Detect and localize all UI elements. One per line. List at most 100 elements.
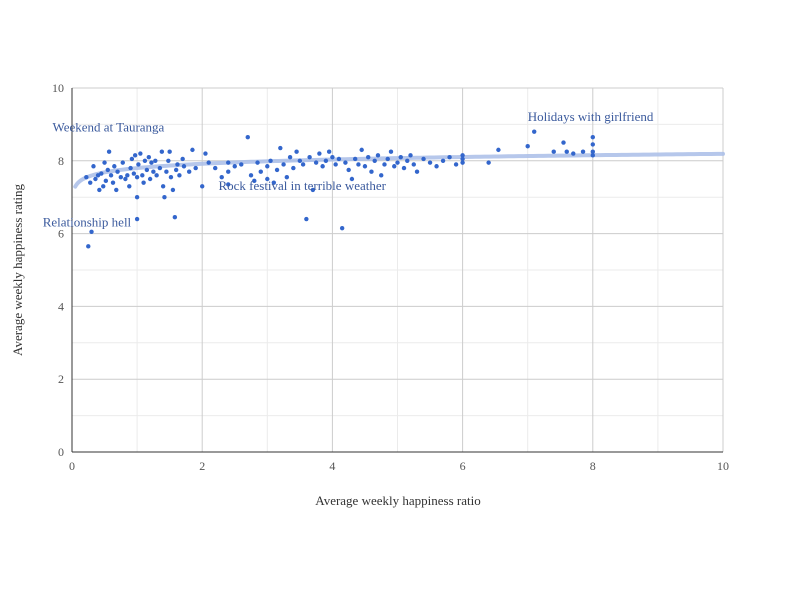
data-point bbox=[118, 174, 124, 180]
y-tick-label: 0 bbox=[58, 445, 64, 459]
data-point bbox=[265, 176, 270, 182]
data-point bbox=[166, 158, 171, 163]
data-point bbox=[362, 164, 368, 169]
data-point bbox=[375, 153, 381, 158]
annotation-label: Relationship hell bbox=[43, 214, 132, 229]
y-tick-label: 10 bbox=[52, 81, 64, 95]
data-point bbox=[138, 151, 143, 156]
data-point bbox=[434, 164, 439, 169]
data-point bbox=[411, 162, 416, 167]
data-point bbox=[206, 160, 211, 165]
data-point bbox=[525, 144, 530, 149]
data-point bbox=[88, 180, 93, 185]
data-point bbox=[134, 216, 140, 222]
data-point bbox=[147, 176, 153, 182]
data-point bbox=[123, 176, 128, 182]
data-point bbox=[125, 173, 130, 178]
data-point bbox=[245, 134, 250, 140]
data-point bbox=[190, 147, 195, 153]
data-point bbox=[91, 164, 96, 169]
data-point bbox=[447, 154, 452, 160]
data-point bbox=[460, 160, 465, 165]
data-point bbox=[177, 173, 182, 178]
x-tick-label: 2 bbox=[199, 459, 205, 473]
data-point bbox=[320, 164, 325, 169]
data-point bbox=[460, 153, 465, 158]
y-tick-label: 6 bbox=[58, 227, 64, 241]
data-point bbox=[164, 169, 169, 174]
data-point bbox=[159, 149, 165, 154]
data-point bbox=[453, 162, 459, 167]
data-point bbox=[115, 169, 120, 174]
data-point bbox=[203, 151, 208, 156]
data-point bbox=[395, 160, 400, 165]
data-point bbox=[200, 184, 205, 189]
data-point bbox=[486, 160, 491, 165]
data-point bbox=[326, 149, 332, 154]
data-point bbox=[369, 169, 374, 174]
data-points bbox=[84, 129, 595, 249]
data-point bbox=[274, 167, 280, 173]
data-point bbox=[93, 176, 98, 182]
data-point bbox=[97, 187, 102, 193]
data-point bbox=[304, 216, 309, 222]
data-point bbox=[89, 229, 94, 234]
data-point bbox=[392, 164, 397, 169]
data-point bbox=[172, 215, 178, 220]
data-point bbox=[590, 142, 595, 147]
data-point bbox=[167, 149, 172, 154]
x-tick-label: 10 bbox=[717, 459, 729, 473]
annotation-label: Rock festival in terrible weather bbox=[218, 178, 386, 193]
data-point bbox=[180, 156, 185, 162]
data-point bbox=[258, 169, 263, 174]
x-tick-label: 4 bbox=[329, 459, 335, 473]
data-point bbox=[95, 173, 101, 178]
data-point bbox=[564, 149, 569, 154]
data-point bbox=[379, 173, 384, 178]
annotation-label: Holidays with girlfriend bbox=[528, 109, 654, 124]
data-point bbox=[372, 158, 377, 163]
data-point bbox=[382, 162, 387, 167]
data-point bbox=[232, 164, 237, 169]
data-point bbox=[102, 160, 107, 165]
data-point bbox=[278, 145, 283, 151]
data-point bbox=[317, 151, 322, 156]
data-point bbox=[99, 171, 104, 176]
data-point bbox=[300, 162, 306, 167]
data-point bbox=[294, 149, 299, 154]
data-point bbox=[134, 174, 140, 180]
data-point bbox=[414, 169, 420, 174]
data-point bbox=[366, 154, 371, 160]
data-point bbox=[408, 153, 413, 158]
data-point bbox=[255, 160, 260, 165]
data-point bbox=[132, 153, 138, 158]
x-tick-label: 8 bbox=[590, 459, 596, 473]
data-point bbox=[170, 187, 176, 193]
annotations: Weekend at Tauranga Relationship hell Rock… bbox=[43, 109, 654, 230]
data-point bbox=[127, 184, 132, 189]
data-point bbox=[213, 165, 218, 171]
data-point bbox=[330, 154, 335, 160]
data-point bbox=[440, 158, 446, 163]
data-point bbox=[571, 151, 576, 156]
y-tick-label: 2 bbox=[58, 372, 64, 386]
data-point bbox=[313, 160, 319, 165]
y-tick-label: 8 bbox=[58, 154, 64, 168]
data-point bbox=[580, 149, 586, 154]
data-point bbox=[405, 158, 410, 163]
data-point bbox=[106, 149, 112, 154]
data-point bbox=[252, 178, 257, 184]
data-point bbox=[134, 195, 140, 200]
data-point bbox=[460, 156, 465, 162]
data-point bbox=[590, 153, 595, 158]
data-point bbox=[239, 162, 244, 167]
data-point bbox=[343, 160, 348, 165]
data-point bbox=[136, 162, 141, 167]
data-point bbox=[160, 184, 166, 189]
data-point bbox=[149, 160, 154, 165]
data-point bbox=[248, 173, 254, 178]
grid bbox=[72, 87, 724, 452]
data-point bbox=[287, 154, 293, 160]
data-point bbox=[590, 149, 595, 154]
